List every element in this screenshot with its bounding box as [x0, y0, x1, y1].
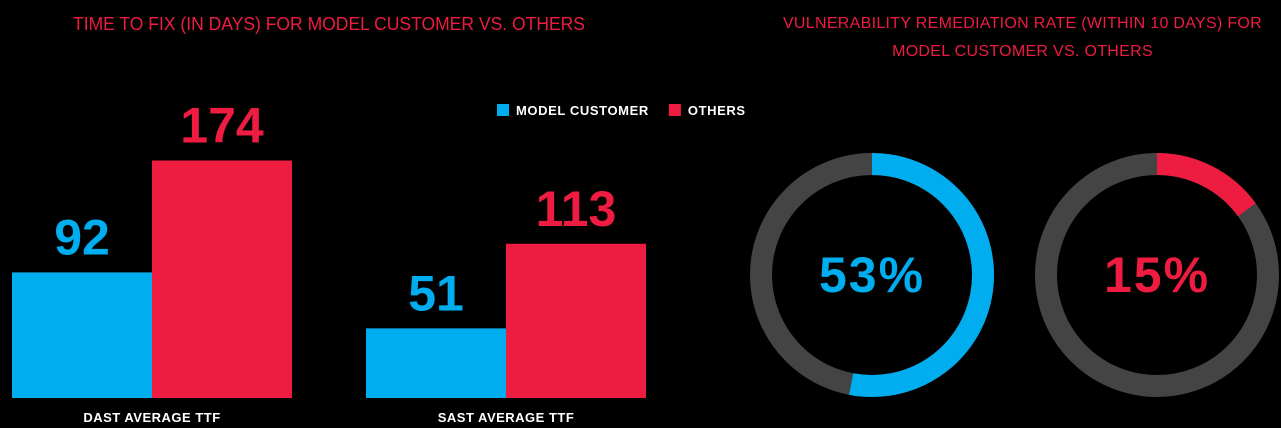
legend-label: MODEL CUSTOMER: [516, 103, 649, 118]
category-label: DAST AVERAGE TTF: [83, 410, 220, 425]
value-label: 174: [180, 97, 264, 153]
chart-title: TIME TO FIX (IN DAYS) FOR MODEL CUSTOMER…: [73, 14, 585, 34]
category-label: SAST AVERAGE TTF: [438, 410, 575, 425]
donut-label: 53%: [819, 247, 925, 303]
donut-arc: [849, 153, 994, 397]
value-label: 51: [408, 265, 464, 321]
value-label: 92: [54, 209, 110, 265]
legend-label: OTHERS: [688, 103, 746, 118]
chart-title: VULNERABILITY REMEDIATION RATE (WITHIN 1…: [782, 15, 1263, 60]
donut-arc: [1156, 153, 1256, 217]
donut-label: 15%: [1104, 247, 1210, 303]
legend-swatch: [497, 104, 509, 116]
bar: [506, 243, 646, 398]
bar: [152, 160, 292, 398]
legend-swatch: [668, 104, 681, 116]
bar: [12, 272, 152, 398]
bar: [366, 328, 506, 398]
value-label: 113: [536, 181, 617, 237]
